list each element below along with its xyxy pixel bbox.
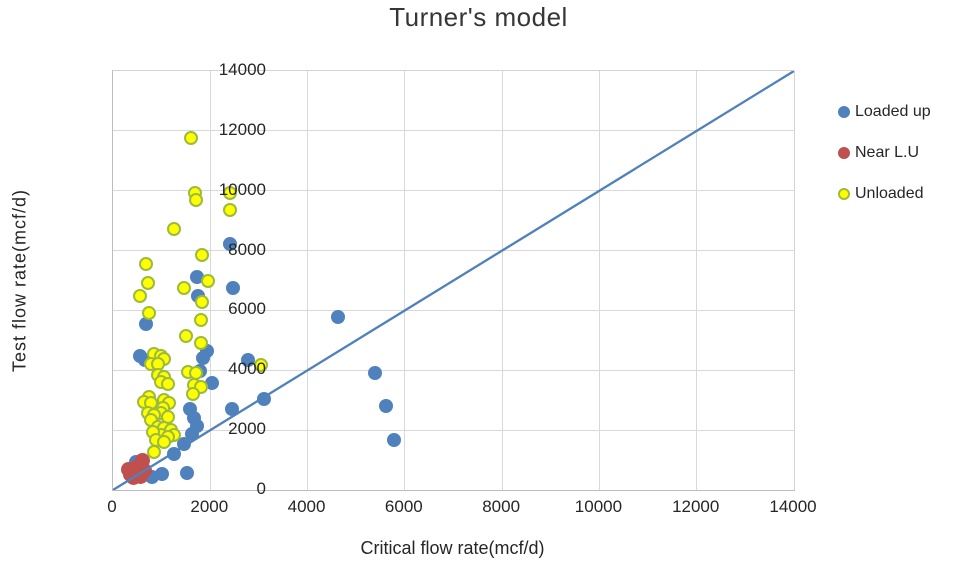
- data-point-loaded-up: [179, 466, 194, 481]
- data-point-loaded-up: [368, 366, 383, 381]
- x-tick-label: 12000: [672, 497, 720, 516]
- x-tick-label: 0: [107, 497, 117, 516]
- x-tick-label: 2000: [190, 497, 229, 516]
- y-tick-label: 2000: [228, 419, 266, 439]
- unloaded-marker-icon: [838, 188, 850, 200]
- gridline-vertical: [307, 71, 309, 490]
- legend-item-near-lu: Near L.U: [838, 144, 931, 162]
- legend-item-loaded-up: Loaded up: [838, 103, 931, 121]
- data-point-unloaded: [200, 273, 215, 288]
- gridline-vertical: [598, 71, 600, 490]
- x-tick-label: 8000: [482, 497, 521, 516]
- legend: Loaded up Near L.U Unloaded: [838, 103, 931, 226]
- data-point-unloaded: [185, 386, 200, 401]
- data-point-loaded-up: [154, 467, 169, 482]
- data-point-loaded-up: [379, 399, 394, 414]
- x-tick-label: 10000: [574, 497, 623, 516]
- x-tick-label: 14000: [769, 497, 817, 516]
- data-point-loaded-up: [226, 281, 241, 296]
- y-tick-label: 14000: [218, 60, 266, 79]
- x-tick-label: 6000: [384, 497, 423, 516]
- data-point-loaded-up: [330, 310, 345, 324]
- data-point-loaded-up: [386, 432, 401, 447]
- x-tick-label: 4000: [287, 497, 326, 516]
- data-point-loaded-up: [225, 402, 240, 417]
- y-tick-label: 0: [256, 479, 266, 498]
- data-point-unloaded: [141, 306, 156, 321]
- y-tick-label: 8000: [228, 239, 266, 259]
- legend-label: Loaded up: [855, 103, 931, 120]
- gridline-vertical: [404, 71, 406, 490]
- y-tick-label: 10000: [218, 179, 266, 199]
- data-point-unloaded: [139, 256, 154, 271]
- data-point-unloaded: [194, 335, 209, 350]
- legend-label: Unloaded: [855, 185, 924, 202]
- loaded-up-marker-icon: [838, 106, 850, 118]
- near-lu-marker-icon: [838, 147, 850, 159]
- data-point-unloaded: [177, 280, 192, 295]
- y-tick-label: 6000: [228, 299, 266, 319]
- data-point-near-l-u: [122, 466, 138, 482]
- gridline-vertical: [501, 71, 503, 490]
- legend-label: Near L.U: [855, 144, 920, 161]
- y-axis-title: Test flow rate(mcf/d): [9, 188, 30, 373]
- data-point-unloaded: [222, 202, 237, 217]
- chart-title: Turner's model: [389, 2, 568, 32]
- data-point-unloaded: [179, 328, 194, 343]
- y-tick-label: 12000: [218, 119, 266, 139]
- data-point-unloaded: [160, 376, 175, 391]
- gridline-vertical: [696, 71, 698, 490]
- data-point-loaded-up: [166, 446, 181, 461]
- legend-item-unloaded: Unloaded: [838, 185, 931, 203]
- data-point-unloaded: [167, 222, 182, 237]
- data-point-unloaded: [147, 444, 162, 459]
- y-tick-label: 4000: [228, 359, 266, 379]
- data-point-unloaded: [141, 276, 156, 291]
- data-point-unloaded: [133, 288, 148, 303]
- x-axis-title: Critical flow rate(mcf/d): [360, 538, 545, 558]
- data-point-loaded-up: [257, 392, 272, 407]
